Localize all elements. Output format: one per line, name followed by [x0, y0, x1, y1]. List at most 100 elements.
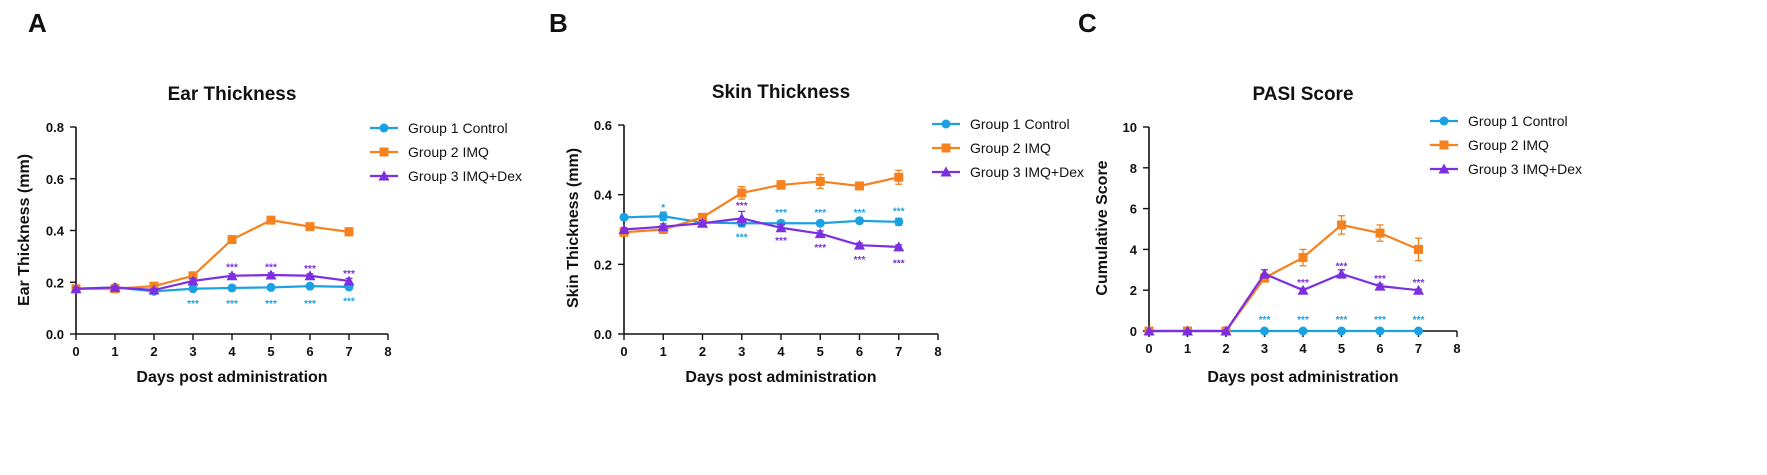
y-tick-label: 6: [1130, 202, 1137, 217]
significance-label: ***: [814, 208, 826, 219]
significance-label: ***: [1413, 278, 1425, 289]
legend-item: Group 2 IMQ: [932, 140, 1051, 156]
x-tick-label: 6: [856, 344, 863, 359]
panel-letter: C: [1078, 8, 1097, 38]
x-axis-label: Days post administration: [136, 369, 327, 386]
legend: Group 1 Control Group 2 IMQ Group 3 IMQ+De…: [370, 120, 522, 184]
legend-item: Group 2 IMQ: [370, 144, 489, 160]
data-point: [1439, 140, 1449, 150]
x-tick-label: 1: [111, 344, 118, 359]
data-point: [378, 170, 390, 181]
significance-label: ***: [1374, 274, 1386, 285]
data-point: [1143, 325, 1155, 336]
x-axis-label: Days post administration: [685, 369, 876, 386]
y-tick-label: 0.2: [46, 275, 64, 290]
x-tick-label: 4: [777, 344, 785, 359]
legend-label: Group 3 IMQ+Dex: [970, 164, 1084, 180]
data-point: [1414, 244, 1423, 254]
data-point: [109, 281, 121, 292]
series-line: [1149, 272, 1419, 333]
panel-letter: A: [28, 8, 47, 38]
data-point: [1414, 326, 1423, 336]
y-tick-label: 0: [1130, 324, 1137, 339]
x-tick-label: 2: [150, 344, 157, 359]
data-point: [1220, 325, 1232, 336]
y-tick-label: 0.0: [46, 327, 64, 342]
series-imq: [71, 215, 354, 294]
x-tick-label: 0: [1145, 341, 1152, 356]
x-tick-label: 6: [306, 344, 313, 359]
significance-label: ***: [187, 299, 199, 310]
significance-label: ***: [304, 299, 316, 310]
data-point: [1260, 326, 1269, 336]
data-point: [227, 283, 237, 293]
data-point: [736, 212, 748, 223]
chart-title: Ear Thickness: [168, 84, 297, 105]
significance-label: ***: [1413, 315, 1425, 326]
y-tick-label: 0.2: [594, 257, 612, 272]
x-tick-label: 5: [1338, 341, 1345, 356]
legend: Group 1 Control Group 2 IMQ Group 3 IMQ+De…: [932, 116, 1084, 180]
plot-area: 0 1 2 3 4 5 6 7 8 0 2 4 6 8 10 *** *** *** *** *** *** *** ***…: [1123, 120, 1461, 356]
legend-label: Group 3 IMQ+Dex: [408, 168, 522, 184]
significance-label: ***: [775, 208, 787, 219]
significance-label: ***: [226, 263, 238, 274]
x-tick-label: 8: [934, 344, 941, 359]
significance-label: ***: [265, 299, 277, 310]
series-dex: [618, 210, 905, 252]
data-point: [814, 228, 826, 239]
data-point: [1337, 220, 1346, 230]
series-line: [623, 217, 899, 249]
x-tick-label: 0: [620, 344, 627, 359]
data-point: [304, 270, 316, 281]
x-tick-label: 3: [189, 344, 196, 359]
significance-label: ***: [1297, 278, 1309, 289]
data-point: [1413, 284, 1424, 295]
data-point: [226, 270, 238, 281]
x-tick-label: 1: [660, 344, 667, 359]
significance-label: ***: [1259, 315, 1271, 326]
data-point: [1297, 284, 1309, 295]
data-point: [618, 224, 630, 234]
y-axis-label: Cumulative Score: [1094, 160, 1111, 295]
data-point: [227, 235, 237, 245]
significance-label: ***: [1336, 262, 1348, 273]
data-point: [266, 282, 276, 292]
data-point: [187, 275, 199, 286]
legend-label: Group 2 IMQ: [408, 144, 489, 160]
data-point: [1375, 228, 1385, 238]
significance-label: ***: [814, 243, 826, 254]
data-point: [1298, 253, 1308, 263]
data-point: [855, 216, 864, 226]
x-tick-label: 5: [267, 344, 274, 359]
data-point: [1439, 116, 1449, 126]
legend-item: Group 3 IMQ+Dex: [370, 168, 522, 184]
x-tick-label: 6: [1376, 341, 1383, 356]
x-tick-label: 2: [699, 344, 706, 359]
data-point: [737, 188, 747, 198]
significance-label: *: [661, 203, 665, 214]
significance-label: ***: [736, 201, 748, 212]
legend-item: Group 3 IMQ+Dex: [932, 164, 1084, 180]
y-axis-label: Ear Thickness (mm): [16, 154, 33, 306]
panel-c: C PASI Score Days post administration Cu…: [1078, 0, 1767, 475]
data-point: [893, 241, 905, 252]
significance-label: ***: [343, 269, 355, 280]
data-point: [266, 215, 276, 225]
data-point: [894, 217, 904, 227]
significance-label: ***: [775, 236, 787, 247]
data-point: [815, 176, 825, 186]
y-tick-label: 0.0: [594, 327, 612, 342]
data-point: [894, 172, 904, 182]
x-tick-label: 4: [228, 344, 236, 359]
data-point: [775, 222, 787, 233]
data-point: [940, 166, 952, 177]
significance-label: ***: [854, 255, 866, 266]
data-point: [1375, 326, 1385, 336]
data-point: [343, 275, 355, 286]
data-point: [1336, 268, 1347, 279]
x-axis-label: Days post administration: [1207, 369, 1398, 386]
data-point: [379, 147, 389, 157]
panel-letter: B: [549, 8, 568, 38]
legend-label: Group 3 IMQ+Dex: [1468, 161, 1582, 177]
